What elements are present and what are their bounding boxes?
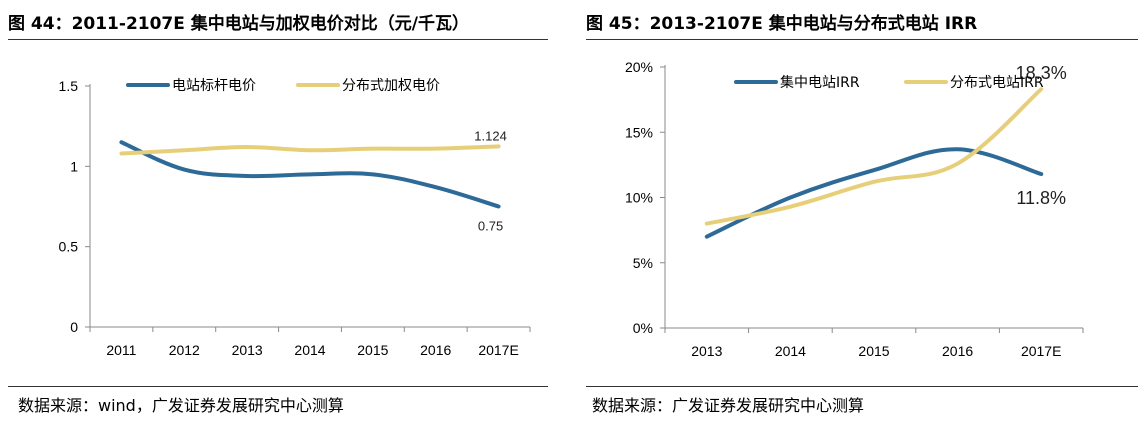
left-series-line-2	[119, 144, 501, 156]
left-y-tick-label: 0.5	[59, 239, 79, 255]
left-source-rule	[8, 386, 548, 387]
left-figure-title: 图 44：2011-2107E 集中电站与加权电价对比（元/千瓦）	[8, 14, 469, 34]
right-figure-title: 图 45：2013-2107E 集中电站与分布式电站 IRR	[586, 14, 978, 34]
right-source-note: 数据来源：广发证券发展研究中心测算	[592, 396, 865, 415]
right-source-rule	[586, 386, 1138, 387]
right-x-tick-label: 2017E	[1021, 343, 1061, 359]
left-data-label: 1.124	[474, 128, 507, 143]
left-y-tick-label: 1.5	[59, 78, 79, 94]
right-y-tick-label: 15%	[625, 124, 653, 140]
right-x-tick-label: 2013	[691, 343, 722, 359]
left-x-tick-label: 2011	[106, 342, 136, 358]
left-x-tick-label: 2016	[420, 342, 451, 358]
left-x-tick-label: 2014	[294, 342, 325, 358]
right-x-tick-label: 2016	[942, 343, 973, 359]
right-y-tick-label: 5%	[633, 255, 653, 271]
left-y-tick-label: 0	[70, 319, 78, 335]
right-line-chart: 0% 5% 10% 15% 20% 2013 2014 2015 2016 2017E 18.3% 1…	[625, 59, 1084, 359]
right-y-tick-label: 10%	[625, 190, 653, 206]
left-figure-panel: 图 44：2011-2107E 集中电站与加权电价对比（元/千瓦） 0 0.5 1 1…	[0, 0, 556, 425]
left-legend-label-2: 分布式加权电价	[342, 78, 440, 94]
right-data-label: 18.3%	[1016, 63, 1067, 83]
left-legend-label-1: 电站标杆电价	[172, 78, 256, 94]
right-legend-label-1: 集中电站IRR	[780, 74, 860, 91]
left-series-line-1	[119, 140, 501, 209]
left-source-note: 数据来源：wind，广发证券发展研究中心测算	[18, 396, 344, 415]
left-x-tick-label: 2012	[169, 342, 200, 358]
right-legend-label-2: 分布式电站IRR	[950, 75, 1044, 91]
right-x-tick-label: 2015	[858, 343, 889, 359]
left-title-rule	[8, 39, 548, 40]
right-x-tick-label: 2014	[775, 343, 806, 359]
left-x-tick-label: 2013	[232, 342, 263, 358]
left-x-tick-label: 2015	[357, 342, 388, 358]
left-data-label: 0.75	[478, 219, 503, 234]
right-series-line-1	[704, 147, 1044, 239]
right-data-label: 11.8%	[1016, 188, 1066, 208]
left-line-chart: 0 0.5 1 1.5 2011 2012 2013 2014 2015 2016 2017E 1.1…	[59, 78, 531, 358]
left-x-tick-label: 2017E	[478, 342, 518, 358]
right-y-tick-label: 20%	[625, 59, 653, 75]
right-y-tick-label: 0%	[633, 320, 653, 336]
left-y-tick-label: 1	[70, 158, 78, 174]
right-title-rule	[586, 39, 1138, 40]
right-series-line-2	[704, 87, 1044, 226]
right-figure-panel: 图 45：2013-2107E 集中电站与分布式电站 IRR 0% 5% 10% 15…	[578, 0, 1140, 425]
